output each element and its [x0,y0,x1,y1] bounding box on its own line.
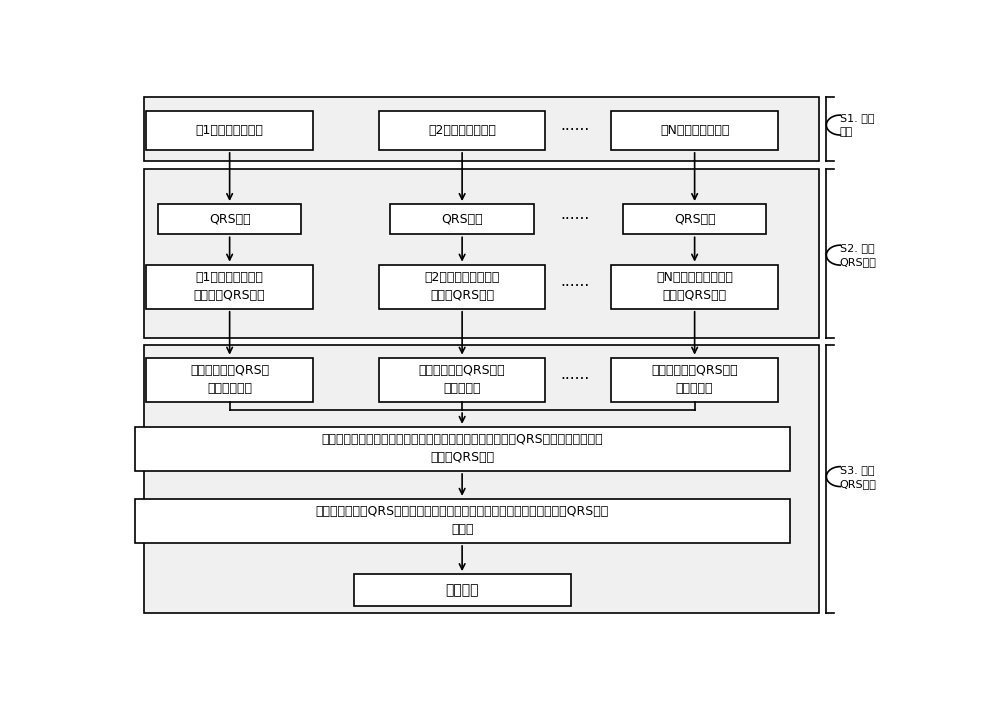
Text: 第N导联的心电信号: 第N导联的心电信号 [660,124,729,137]
FancyBboxPatch shape [135,499,790,543]
Text: S1. 采集
信号: S1. 采集 信号 [840,113,874,137]
Text: 基于每个心拍的QRS波群数与采集各心电信号的导联数，计算出该心拍的QRS波群
检出比: 基于每个心拍的QRS波群数与采集各心电信号的导联数，计算出该心拍的QRS波群 检… [316,505,609,536]
Text: S2. 检测
QRS波群: S2. 检测 QRS波群 [840,243,876,267]
FancyBboxPatch shape [379,111,545,150]
Text: 第2导联的心电信号被
检出的QRS波群: 第2导联的心电信号被 检出的QRS波群 [424,271,500,302]
Text: 第N导联的心电信号被
检出的QRS波群: 第N导联的心电信号被 检出的QRS波群 [656,271,733,302]
Text: ······: ······ [560,123,589,138]
Text: 获取被检出的QRS波群
的位置数据: 获取被检出的QRS波群 的位置数据 [419,365,505,395]
FancyBboxPatch shape [144,97,819,161]
FancyBboxPatch shape [144,169,819,338]
Text: 获取被检出的QRS波
群的位置数据: 获取被检出的QRS波 群的位置数据 [190,365,269,395]
FancyBboxPatch shape [611,357,778,402]
FancyBboxPatch shape [611,265,778,309]
Text: 基于所获取的位置数据，识别出各导联的心电信号被检出的QRS波群中，属于同一
心拍的QRS波群: 基于所获取的位置数据，识别出各导联的心电信号被检出的QRS波群中，属于同一 心拍… [321,434,603,464]
FancyBboxPatch shape [146,265,313,309]
Text: 获取被检出的QRS波群
的位置数据: 获取被检出的QRS波群 的位置数据 [651,365,738,395]
FancyBboxPatch shape [623,204,766,234]
Text: S3. 校验
QRS波群: S3. 校验 QRS波群 [840,464,876,489]
Text: 第1导联的心电信号
被检出的QRS波群: 第1导联的心电信号 被检出的QRS波群 [194,271,265,302]
FancyBboxPatch shape [144,345,819,613]
FancyBboxPatch shape [158,204,301,234]
FancyBboxPatch shape [135,427,790,471]
Text: 第2导联的心电信号: 第2导联的心电信号 [428,124,496,137]
FancyBboxPatch shape [379,265,545,309]
FancyBboxPatch shape [379,357,545,402]
Text: ······: ······ [560,211,589,226]
Text: ······: ······ [560,372,589,388]
Text: 分类模型: 分类模型 [445,583,479,597]
FancyBboxPatch shape [146,111,313,150]
FancyBboxPatch shape [390,204,534,234]
FancyBboxPatch shape [611,111,778,150]
Text: ······: ······ [560,279,589,294]
FancyBboxPatch shape [354,574,571,606]
Text: 第1导联的心电信号: 第1导联的心电信号 [196,124,264,137]
FancyBboxPatch shape [146,357,313,402]
Text: QRS检波: QRS检波 [209,213,250,226]
Text: QRS检波: QRS检波 [441,213,483,226]
Text: QRS检波: QRS检波 [674,213,715,226]
